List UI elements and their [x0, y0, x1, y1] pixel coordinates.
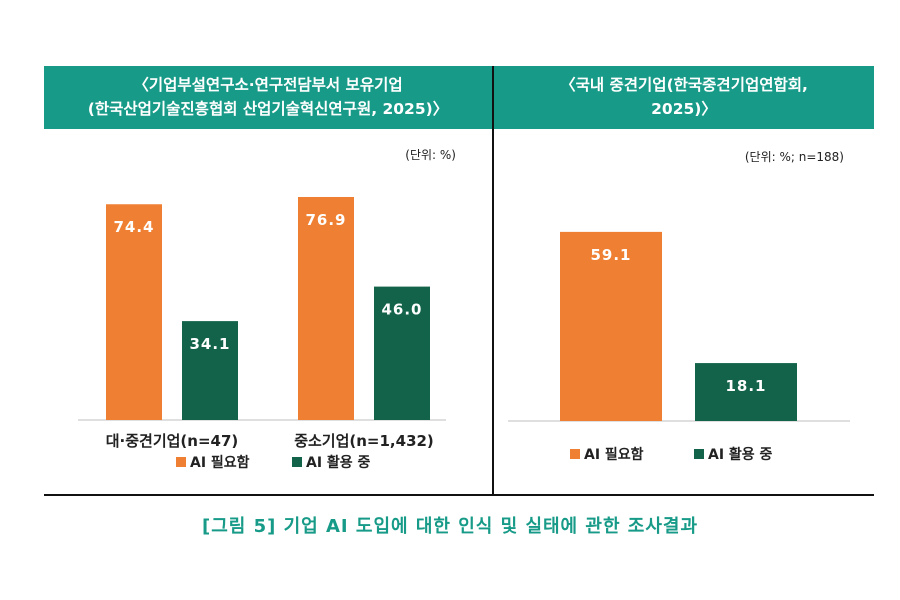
- figure-caption: [그림 5] 기업 AI 도입에 대한 인식 및 실태에 관한 조사결과: [201, 516, 699, 537]
- left-bar-1-0: [298, 196, 354, 420]
- left-chart-title-line2: (한국산업기술진흥협회 산업기술혁신연구원, 2025)〉: [87, 100, 449, 118]
- right-chart-title-line2: 2025)〉: [651, 100, 717, 118]
- panel-divider: [492, 66, 494, 496]
- left-chart-header: 〈기업부설연구소·연구전담부서 보유기업 (한국산업기술진흥협회 산업기술혁신연…: [44, 66, 492, 129]
- right-bar-0-0: [560, 231, 662, 421]
- left-bar-0-1: [182, 321, 238, 420]
- right-data-label-0-1: 18.1: [725, 377, 766, 395]
- right-legend-label-0: AI 필요함: [584, 446, 644, 463]
- left-chart-panel: 〈기업부설연구소·연구전담부서 보유기업 (한국산업기술진흥협회 산업기술혁신연…: [44, 66, 492, 496]
- right-bar-0-1: [695, 363, 797, 421]
- right-chart-title-line1: 〈국내 중견기업(한국중견기업연합회,: [560, 76, 808, 94]
- left-legend-label-0: AI 필요함: [190, 454, 250, 471]
- right-legend-label-1: AI 활용 중: [708, 446, 773, 463]
- bottom-rule: [44, 494, 874, 496]
- left-chart-unit: (단위: %): [405, 148, 456, 162]
- right-chart-panel: 〈국내 중견기업(한국중견기업연합회, 2025)〉 (단위: %; n=188…: [494, 66, 874, 496]
- left-data-label-0-1: 34.1: [189, 335, 230, 353]
- left-data-label-1-0: 76.9: [305, 211, 346, 229]
- left-category-label-1: 중소기업(n=1,432): [294, 432, 434, 450]
- right-data-label-0-0: 59.1: [590, 246, 631, 264]
- left-bar-0-0: [106, 204, 162, 420]
- right-chart-header: 〈국내 중견기업(한국중견기업연합회, 2025)〉: [494, 66, 874, 129]
- left-bar-1-1: [374, 286, 430, 420]
- right-legend-swatch-0: [570, 449, 580, 459]
- left-data-label-1-1: 46.0: [381, 301, 422, 319]
- right-legend-swatch-1: [694, 449, 704, 459]
- right-chart-unit: (단위: %; n=188): [744, 150, 844, 164]
- left-category-label-0: 대·중견기업(n=47): [106, 432, 239, 450]
- left-data-label-0-0: 74.4: [113, 218, 154, 236]
- left-chart-title-line1: 〈기업부설연구소·연구전담부서 보유기업: [133, 76, 403, 94]
- left-legend-swatch-0: [176, 457, 186, 467]
- left-legend-swatch-1: [292, 457, 302, 467]
- left-legend-label-1: AI 활용 중: [306, 454, 371, 471]
